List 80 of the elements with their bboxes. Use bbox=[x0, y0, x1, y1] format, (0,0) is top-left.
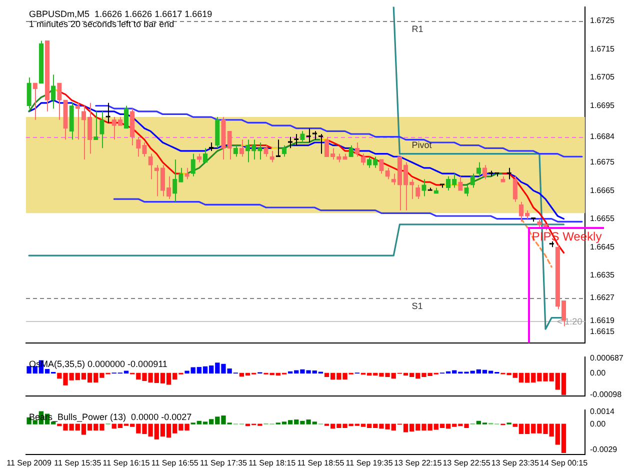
ref-line-label: Pivot bbox=[412, 140, 432, 150]
x-tick-label: 13 Sep 22:55 bbox=[442, 458, 491, 468]
text: 1 minutes 20 seconds left to bar end bbox=[29, 18, 174, 29]
candlestick bbox=[154, 164, 159, 197]
y-tick-label: 0.00 bbox=[590, 368, 606, 378]
y-tick-label: 1.6645 bbox=[590, 242, 616, 252]
candlestick bbox=[148, 153, 153, 180]
candlestick bbox=[94, 110, 98, 140]
candlestick bbox=[385, 167, 390, 180]
candlestick bbox=[464, 184, 469, 197]
candlestick bbox=[106, 102, 110, 124]
candlestick bbox=[51, 74, 56, 110]
y-tick-label: 1.6675 bbox=[590, 157, 616, 166]
candlestick bbox=[172, 158, 178, 202]
y-tick-label: 1.6665 bbox=[590, 186, 616, 195]
candlestick bbox=[264, 144, 268, 158]
x-tick-label: 11 Sep 15:35 bbox=[54, 458, 102, 468]
candlestick bbox=[258, 142, 262, 160]
candlestick bbox=[75, 102, 80, 140]
x-tick-label: 13 Sep 22:15 bbox=[394, 458, 442, 468]
candlestick bbox=[373, 156, 378, 168]
candlestick bbox=[227, 130, 232, 160]
y-tick-label: 1.6705 bbox=[590, 72, 616, 82]
candlestick bbox=[482, 164, 488, 180]
candlestick bbox=[26, 76, 32, 110]
y-tick-label: -0.00098 bbox=[590, 390, 622, 399]
x-tick-label: 11 Sep 16:55 bbox=[151, 458, 199, 468]
candlestick bbox=[391, 173, 396, 186]
y-tick-label: -0.0029 bbox=[590, 445, 618, 454]
y-tick-label: 1.6684 bbox=[590, 132, 616, 142]
y-tick-label: 1.6715 bbox=[590, 44, 616, 54]
candlestick bbox=[379, 158, 384, 174]
candlestick bbox=[124, 105, 129, 129]
candlestick bbox=[458, 176, 463, 192]
candlestick bbox=[57, 82, 62, 120]
candlestick bbox=[324, 136, 330, 158]
candlestick bbox=[245, 139, 250, 163]
candlestick bbox=[288, 136, 293, 149]
candlestick bbox=[202, 148, 208, 163]
candlestick bbox=[178, 167, 184, 183]
candlestick bbox=[446, 176, 451, 192]
candlestick bbox=[416, 184, 420, 200]
y-tick-label: 1.6627 bbox=[590, 293, 616, 302]
candlestick bbox=[252, 139, 256, 160]
candlestick bbox=[112, 116, 116, 140]
y-tick-label: 1.6725 bbox=[590, 16, 616, 26]
x-tick-label: 11 Sep 2009 bbox=[6, 458, 52, 468]
candlestick bbox=[561, 300, 566, 327]
x-tick-label: 11 Sep 17:35 bbox=[200, 458, 248, 468]
x-tick-label: 14 Sep 00:15 bbox=[540, 458, 588, 468]
candlestick bbox=[512, 176, 518, 202]
x-tick-label: 13 Sep 23:35 bbox=[491, 458, 540, 468]
candlestick bbox=[190, 153, 196, 177]
candlestick bbox=[142, 142, 147, 158]
candlestick bbox=[366, 156, 372, 168]
y-tick-label: 1.6655 bbox=[590, 214, 616, 224]
y-tick-label: 0.0014 bbox=[590, 406, 616, 416]
annotation: < 1:20 bbox=[556, 316, 582, 327]
y-tick-label: 1.6635 bbox=[590, 270, 616, 280]
x-tick-label: 11 Sep 18:15 bbox=[248, 458, 296, 468]
y-tick-label: 0.00 bbox=[590, 419, 606, 428]
y-tick-label: 1.6619 bbox=[590, 316, 616, 325]
x-tick-label: 11 Sep 18:55 bbox=[297, 458, 345, 468]
candlestick bbox=[100, 110, 104, 149]
candlestick bbox=[270, 150, 274, 163]
candlestick bbox=[136, 136, 141, 158]
chart-title: GBPUSDm,M5 1.6626 1.6626 1.6617 1.6619 bbox=[29, 8, 212, 19]
ref-line-label: R1 bbox=[412, 24, 424, 34]
x-tick-label: 11 Sep 19:35 bbox=[346, 458, 394, 468]
candlestick bbox=[470, 173, 475, 188]
ref-line-label: S1 bbox=[412, 300, 423, 311]
candlestick bbox=[300, 130, 305, 143]
candlestick bbox=[476, 162, 481, 177]
candlestick bbox=[422, 178, 426, 197]
candlestick bbox=[348, 144, 354, 158]
x-tick-label: 11 Sep 16:15 bbox=[102, 458, 150, 468]
y-tick-label: 0.000687 bbox=[590, 353, 624, 362]
y-tick-label: 1.6695 bbox=[590, 100, 616, 110]
y-tick-label: 1.6615 bbox=[590, 327, 616, 336]
candlestick bbox=[330, 148, 336, 160]
